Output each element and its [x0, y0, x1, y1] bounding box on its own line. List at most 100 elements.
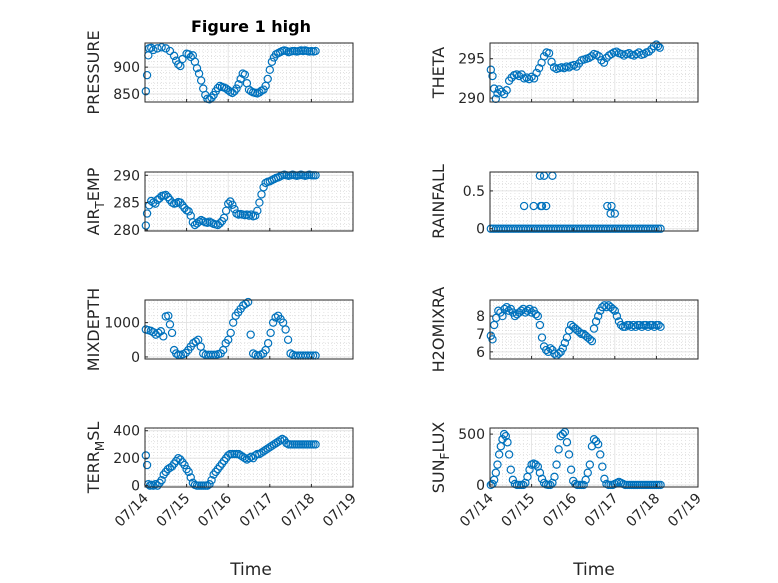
- data-point: [533, 311, 543, 321]
- y-axis-label: THETA: [429, 47, 448, 99]
- data-point: [144, 201, 154, 210]
- data-point: [234, 449, 243, 459]
- data-point: [236, 74, 245, 84]
- axes-box: [489, 171, 699, 232]
- x-tick-label: 07/16: [540, 490, 580, 530]
- data-point: [194, 217, 204, 226]
- data-point: [558, 429, 568, 439]
- data-point: [554, 349, 563, 358]
- data-point: [141, 221, 151, 230]
- data-point: [527, 308, 536, 317]
- data-point: [616, 320, 626, 330]
- data-point: [502, 85, 511, 95]
- data-point: [656, 224, 665, 233]
- data-point: [223, 199, 233, 208]
- data-point: [261, 445, 270, 455]
- data-point: [213, 83, 222, 93]
- data-point: [240, 70, 250, 79]
- data-point: [537, 474, 547, 484]
- data-point: [268, 318, 278, 327]
- data-point: [519, 201, 529, 211]
- y-tick-label: 290: [113, 168, 140, 184]
- data-point: [494, 450, 504, 459]
- data-point: [240, 453, 250, 463]
- data-point: [142, 460, 152, 470]
- y-axis-label: PRESSURE: [84, 30, 103, 114]
- data-point: [587, 336, 597, 346]
- data-point: [610, 209, 620, 218]
- data-point: [269, 440, 279, 449]
- data-point: [184, 50, 193, 59]
- data-point: [656, 322, 665, 332]
- axes-box: [144, 427, 354, 488]
- data-point: [207, 475, 216, 485]
- data-point: [635, 320, 644, 330]
- data-point: [591, 317, 601, 326]
- subplot-theta: 290 295 THETA: [429, 40, 699, 107]
- data-point: [157, 475, 166, 485]
- data-point: [546, 480, 555, 490]
- x-tick-label: 07/14: [112, 490, 152, 530]
- y-tick-label: 400: [113, 424, 140, 440]
- data-point: [653, 224, 663, 233]
- data-point: [230, 87, 239, 96]
- data-point: [541, 201, 551, 211]
- data-point: [266, 328, 275, 338]
- data-point: [141, 87, 151, 96]
- data-point: [188, 218, 198, 227]
- data-point: [181, 348, 190, 358]
- data-point: [215, 219, 225, 228]
- data-point: [552, 460, 561, 469]
- y-tick-label: 290: [458, 91, 485, 107]
- data-point: [281, 325, 290, 334]
- data-point: [178, 201, 187, 210]
- data-point: [147, 196, 156, 206]
- y-axis-label: RAINFALL: [429, 164, 448, 239]
- y-tick-label: 7: [476, 327, 485, 343]
- data-point: [265, 443, 274, 452]
- data-point: [234, 80, 243, 89]
- data-point: [631, 322, 640, 332]
- y-tick-label: 295: [458, 52, 485, 68]
- y-tick-label: 850: [113, 87, 140, 103]
- data-point: [612, 311, 622, 321]
- data-point: [259, 183, 268, 192]
- data-point: [493, 460, 502, 469]
- x-tick-label: 07/16: [195, 490, 235, 530]
- data-point: [583, 468, 592, 477]
- data-point: [243, 297, 253, 307]
- x-tick-label: 07/17: [582, 491, 622, 531]
- data-point: [534, 63, 544, 73]
- y-tick-label: 0: [476, 222, 485, 238]
- x-axis-label-right: Time: [572, 560, 615, 580]
- data-point: [165, 46, 175, 56]
- data-point: [251, 211, 260, 220]
- data-point: [196, 76, 206, 85]
- data-point: [226, 328, 235, 338]
- x-tick-label: 07/17: [237, 491, 277, 531]
- data-point: [547, 57, 556, 67]
- y-tick-label: 900: [113, 60, 140, 76]
- x-tick-label: 07/18: [278, 491, 318, 531]
- x-tick-label: 07/15: [499, 491, 539, 531]
- data-point: [186, 52, 195, 62]
- axes-box: [144, 42, 354, 103]
- data-point: [541, 345, 551, 355]
- data-point: [164, 311, 173, 320]
- data-point: [228, 200, 237, 209]
- x-axis-label-left: Time: [229, 560, 272, 580]
- data-point: [651, 224, 660, 233]
- x-tick-label: 07/18: [623, 491, 663, 531]
- data-point: [566, 465, 576, 474]
- y-axis-label: MIXDEPTH: [84, 288, 103, 371]
- data-point: [610, 306, 620, 315]
- data-point: [238, 452, 247, 462]
- data-point: [532, 68, 541, 78]
- data-point: [232, 84, 241, 93]
- axes-box: [489, 299, 699, 360]
- data-point: [255, 449, 264, 459]
- data-point: [524, 74, 534, 84]
- data-point: [558, 344, 568, 353]
- y-tick-label: 8: [476, 309, 485, 325]
